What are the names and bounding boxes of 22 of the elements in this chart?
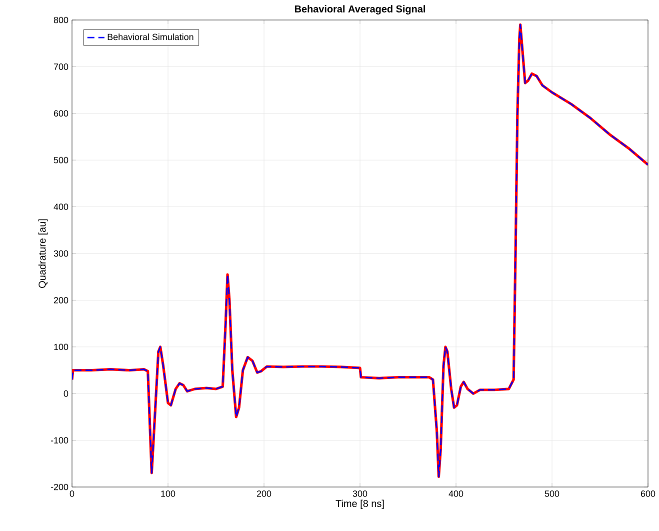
y-tick-label: 100 [54,344,68,350]
legend-label: Behavioral Simulation [108,34,194,40]
chart-title: Behavioral Averaged Signal [294,5,425,14]
y-tick-label: 500 [54,156,68,164]
y-tick-label: 0 [64,390,68,397]
y-tick-label: 400 [54,204,68,210]
x-tick-label: 500 [544,490,560,497]
x-tick-label: 100 [161,490,176,497]
x-tick-label: 300 [352,490,368,497]
x-tick-label: 400 [448,490,464,497]
y-tick-label: 300 [54,250,68,257]
y-tick-label: -200 [50,484,68,490]
y-tick-label: 200 [54,297,68,304]
x-tick-label: 0 [70,490,74,497]
x-axis-title: Time [8 ns] [336,500,384,510]
x-tick-label: 600 [640,490,656,497]
y-axis-title: Quadrature [au] [38,219,48,288]
y-tick-label: 600 [54,110,68,117]
y-tick-label: -100 [50,437,68,444]
y-tick-label: 700 [54,64,68,70]
x-tick-label: 200 [256,490,272,497]
y-tick-label: 800 [54,16,68,24]
